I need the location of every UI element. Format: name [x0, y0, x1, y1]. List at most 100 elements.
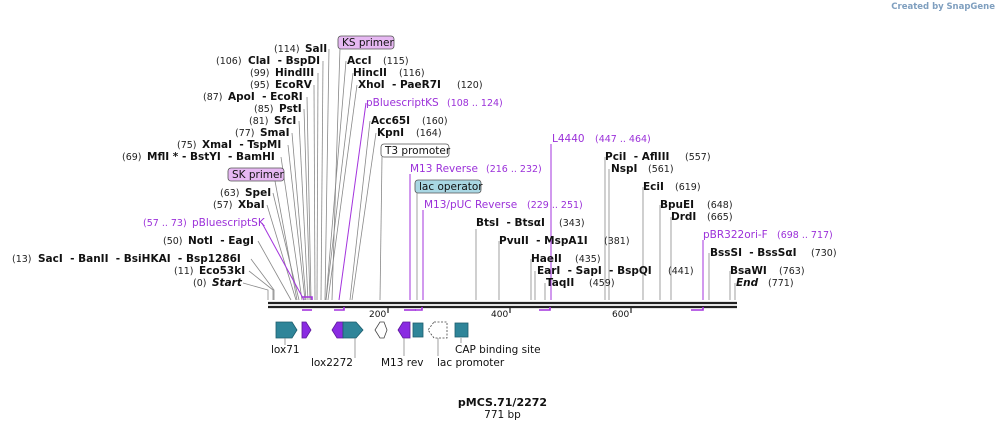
leader-pbluescriptks [338, 102, 367, 301]
enzyme-pos: (619) [675, 182, 701, 193]
enzyme-pos: (648) [707, 200, 733, 211]
enzyme-name: SfcI [274, 115, 296, 127]
credit-prefix: Created by [891, 2, 944, 12]
lox71-arrow[interactable] [275, 321, 298, 339]
enzyme-pos: (115) [383, 56, 409, 67]
t3-promoter-arrow[interactable] [374, 321, 388, 339]
primer-range: (447 .. 464) [595, 134, 651, 145]
leader-hincii [325, 72, 354, 301]
tick-200-label: 200 [369, 310, 386, 320]
leader-ecorv [313, 84, 316, 301]
enzyme-pos: (13) [12, 254, 32, 265]
snapgene-credit: Created by SnapGene [891, 2, 995, 12]
enzyme-name: ClaI - BspDI [248, 55, 320, 67]
leader-bamhi [280, 156, 303, 301]
enzyme-pos: (63) [220, 188, 240, 199]
enzyme-pos: (343) [559, 218, 585, 229]
enzyme-name: KpnI [377, 127, 404, 139]
enzyme-pos: (87) [203, 92, 223, 103]
primer-range: (698 .. 717) [777, 230, 833, 241]
ks-primer-box[interactable]: KS primer [337, 35, 394, 50]
enzyme-name: DrdI [671, 211, 696, 223]
leader-noti [257, 240, 292, 301]
enzyme-name: End [736, 277, 759, 289]
enzyme-name: HaeII [531, 253, 562, 265]
enzyme-pos: (81) [249, 116, 269, 127]
lac-operator-box[interactable]: lac operator [414, 179, 483, 194]
primer-name: M13/pUC Reverse [424, 199, 517, 211]
sk-primer-box[interactable]: SK primer [227, 167, 284, 182]
enzyme-pos: (557) [685, 152, 711, 163]
enzyme-name: XmaI - TspMI [202, 139, 281, 151]
enzyme-pos: (75) [177, 140, 197, 151]
enzyme-pos: (763) [779, 266, 805, 277]
leader-xbai [266, 204, 297, 301]
enzyme-name: Acc65I [371, 115, 410, 127]
enzyme-name: Start [212, 277, 243, 289]
sk-primer-feature-arrow[interactable] [331, 321, 344, 339]
lox2272-arrow[interactable] [342, 321, 364, 339]
primer-name: pBluescriptSK [192, 217, 266, 229]
enzyme-name: NspI [611, 163, 637, 175]
leader-ecori [306, 96, 312, 301]
enzyme-name: Eco53kI [199, 265, 245, 277]
enzyme-pos: (99) [250, 68, 270, 79]
primer-range: (229 .. 251) [527, 200, 583, 211]
m13-rev-arrow[interactable] [397, 321, 411, 339]
enzyme-pos: (730) [811, 248, 837, 259]
lac-operator-block[interactable] [412, 322, 424, 338]
enzyme-name: AccI [347, 55, 371, 67]
leader-t3-promoter [379, 156, 383, 301]
enzyme-pos: (57) [213, 200, 233, 211]
enzyme-name: XbaI [238, 199, 265, 211]
site-pbluescriptks [334, 307, 345, 311]
enzyme-pos: (441) [668, 266, 694, 277]
primer-name: pBR322ori-F [703, 229, 768, 241]
primer-range: (108 .. 124) [447, 98, 503, 109]
site-pbr322ori [691, 307, 704, 311]
enzyme-name: PvuII - MspA1I [499, 235, 588, 247]
enzyme-pos: (435) [575, 254, 601, 265]
lac-promoter-label: lac promoter [437, 357, 505, 369]
cap-binding-site-block[interactable] [454, 322, 469, 338]
dna-backbone: 200 400 600 [268, 296, 737, 320]
t3-promoter-label: T3 promoter [384, 145, 451, 157]
enzyme-name: PciI - AflIII [605, 151, 669, 163]
leader-kpni [351, 132, 377, 301]
leader-psti [303, 108, 311, 301]
primer-name: pBluescriptKS [366, 97, 439, 109]
site-m13-puc-reverse [415, 307, 423, 311]
enzyme-pos: (459) [589, 278, 615, 289]
enzyme-name: EarI - SapI - BspQI [537, 265, 652, 277]
feature-track: lox71 lox2272 M13 rev lac promoter CAP b… [271, 321, 541, 369]
pbluescriptsk-feature-arrow[interactable] [301, 321, 312, 339]
leader-bspdi [320, 60, 324, 301]
primer-name: M13 Reverse [410, 163, 478, 175]
lox71-label: lox71 [271, 344, 300, 356]
primer-labels: (57 .. 73) pBluescriptSK pBluescriptKS (… [143, 97, 833, 241]
enzyme-name: SpeI [245, 187, 271, 199]
enzyme-pos: (0) [193, 278, 206, 289]
sk-primer-label: SK primer [232, 169, 284, 181]
primer-site-marks [302, 296, 704, 311]
enzyme-name: SmaI [260, 127, 290, 139]
boxed-labels: KS primer SK primer T3 promoter lac oper… [227, 35, 483, 194]
enzyme-pos: (50) [163, 236, 183, 247]
enzyme-pos: (665) [707, 212, 733, 223]
enzyme-pos: (106) [216, 56, 242, 67]
site-pbluescriptsk [302, 296, 313, 300]
leader-smai [291, 132, 307, 301]
lox2272-label: lox2272 [311, 357, 353, 369]
enzyme-pos: (164) [416, 128, 442, 139]
leader-saci [250, 258, 275, 300]
enzyme-pos: (77) [235, 128, 255, 139]
m13-rev-label: M13 rev [381, 357, 424, 369]
lac-promoter-arrow[interactable] [427, 321, 448, 339]
tick-600-label: 600 [612, 310, 629, 320]
enzyme-name: NotI - EagI [188, 235, 254, 247]
leader-start [242, 282, 269, 300]
tick-400-label: 400 [491, 310, 508, 320]
enzyme-name: BsaWI [730, 265, 767, 277]
enzyme-pos: (771) [768, 278, 794, 289]
t3-promoter-box[interactable]: T3 promoter [380, 143, 451, 158]
